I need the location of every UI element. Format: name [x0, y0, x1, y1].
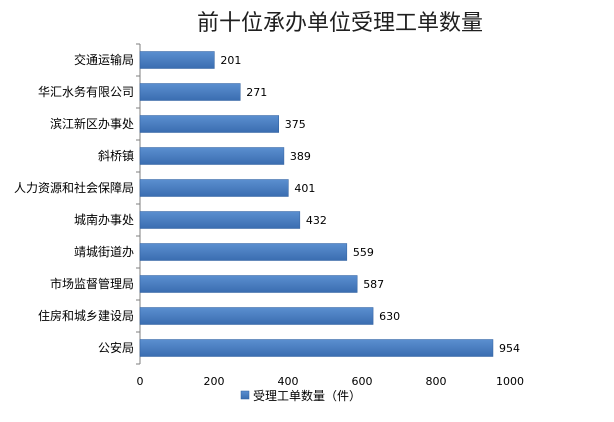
plot-area: 交通运输局 201 华汇水务有限公司 271 滨江新区办事处 375 斜桥镇 389 人力资源和… [14, 43, 524, 388]
bar [139, 307, 374, 325]
x-tick-label: 800 [426, 375, 447, 388]
category-label: 城南办事处 [74, 212, 134, 227]
x-tick-label: 1000 [496, 375, 524, 388]
bar [139, 147, 285, 165]
bar [139, 115, 279, 133]
bar [139, 275, 358, 293]
category-label: 公安局 [98, 340, 134, 355]
legend-swatch [240, 390, 250, 400]
value-label: 375 [285, 118, 306, 131]
value-label: 271 [246, 86, 267, 99]
bar [139, 51, 215, 69]
x-tick-label: 0 [137, 375, 144, 388]
bar [139, 83, 241, 101]
legend: 受理工单数量（件） [240, 388, 361, 403]
x-tick-label: 200 [204, 375, 225, 388]
bar [139, 211, 301, 229]
bar [139, 339, 494, 357]
value-label: 432 [306, 214, 327, 227]
category-label: 人力资源和社会保障局 [14, 180, 134, 195]
category-label: 靖城街道办 [74, 244, 134, 259]
legend-label: 受理工单数量（件） [253, 388, 361, 403]
chart-title: 前十位承办单位受理工单数量 [197, 11, 483, 36]
value-label: 630 [379, 310, 400, 323]
bar [139, 179, 289, 197]
x-tick-label: 600 [352, 375, 373, 388]
value-label: 954 [499, 342, 520, 355]
category-label: 斜桥镇 [98, 149, 134, 163]
value-label: 559 [353, 246, 374, 259]
bar [139, 243, 348, 261]
value-label: 401 [294, 182, 315, 195]
category-label: 市场监督管理局 [50, 276, 134, 291]
category-label: 住房和城乡建设局 [38, 308, 134, 323]
category-label: 交通运输局 [74, 52, 134, 67]
category-label: 华汇水务有限公司 [38, 84, 134, 99]
value-label: 587 [363, 278, 384, 291]
x-tick-label: 400 [278, 375, 299, 388]
category-label: 滨江新区办事处 [50, 116, 134, 131]
value-label: 389 [290, 150, 311, 163]
value-label: 201 [220, 54, 241, 67]
